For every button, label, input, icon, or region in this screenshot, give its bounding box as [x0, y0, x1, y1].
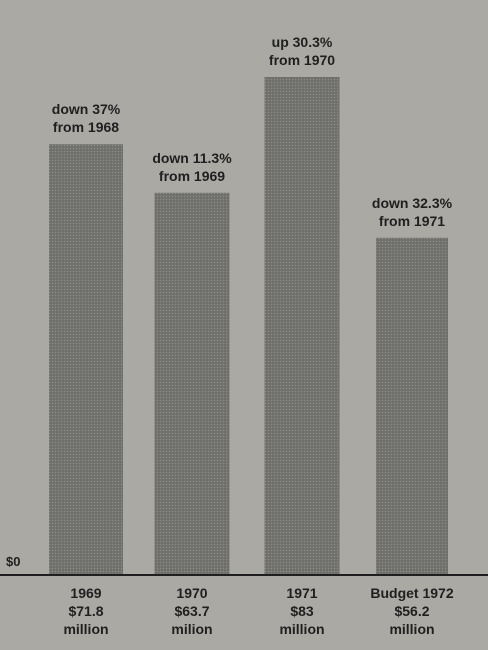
bars-layer: [49, 77, 448, 576]
bar-2: [264, 77, 340, 575]
bar-annotation-2-line-0: up 30.3%: [272, 34, 333, 50]
category-label-2-line-0: 1971: [286, 585, 317, 601]
bar-1: [154, 192, 230, 576]
bar-annotation-3-line-1: from 1971: [379, 213, 445, 229]
bar-annotation-0-line-0: down 37%: [52, 101, 121, 117]
category-labels-layer: 1969 $71.8 million 1970 $63.7 milion 1971 $83 mi…: [63, 585, 453, 637]
bar-annotation-1-line-0: down 11.3%: [152, 150, 232, 166]
category-label-0-line-2: million: [63, 621, 108, 637]
category-label-3-line-2: million: [389, 621, 434, 637]
category-label-3-line-0: Budget 1972: [370, 585, 453, 601]
category-label-1-line-0: 1970: [176, 585, 207, 601]
annotations-layer: down 37% from 1968 down 11.3% from 1969 up 3…: [52, 34, 453, 229]
category-label-3-line-1: $56.2: [394, 603, 429, 619]
category-label-0-line-1: $71.8: [68, 603, 103, 619]
bar-3: [376, 237, 448, 576]
zero-tick-label: $0: [6, 554, 20, 569]
bar-annotation-2-line-1: from 1970: [269, 52, 335, 68]
category-label-1-line-2: milion: [171, 621, 212, 637]
bar-annotation-1-line-1: from 1969: [159, 168, 225, 184]
bar-annotation-0-line-1: from 1968: [53, 119, 119, 135]
category-label-0-line-0: 1969: [70, 585, 101, 601]
category-label-1-line-1: $63.7: [174, 603, 209, 619]
bar-0: [49, 144, 123, 575]
category-label-2-line-1: $83: [290, 603, 314, 619]
bar-annotation-3-line-0: down 32.3%: [372, 195, 453, 211]
category-label-2-line-2: million: [279, 621, 324, 637]
